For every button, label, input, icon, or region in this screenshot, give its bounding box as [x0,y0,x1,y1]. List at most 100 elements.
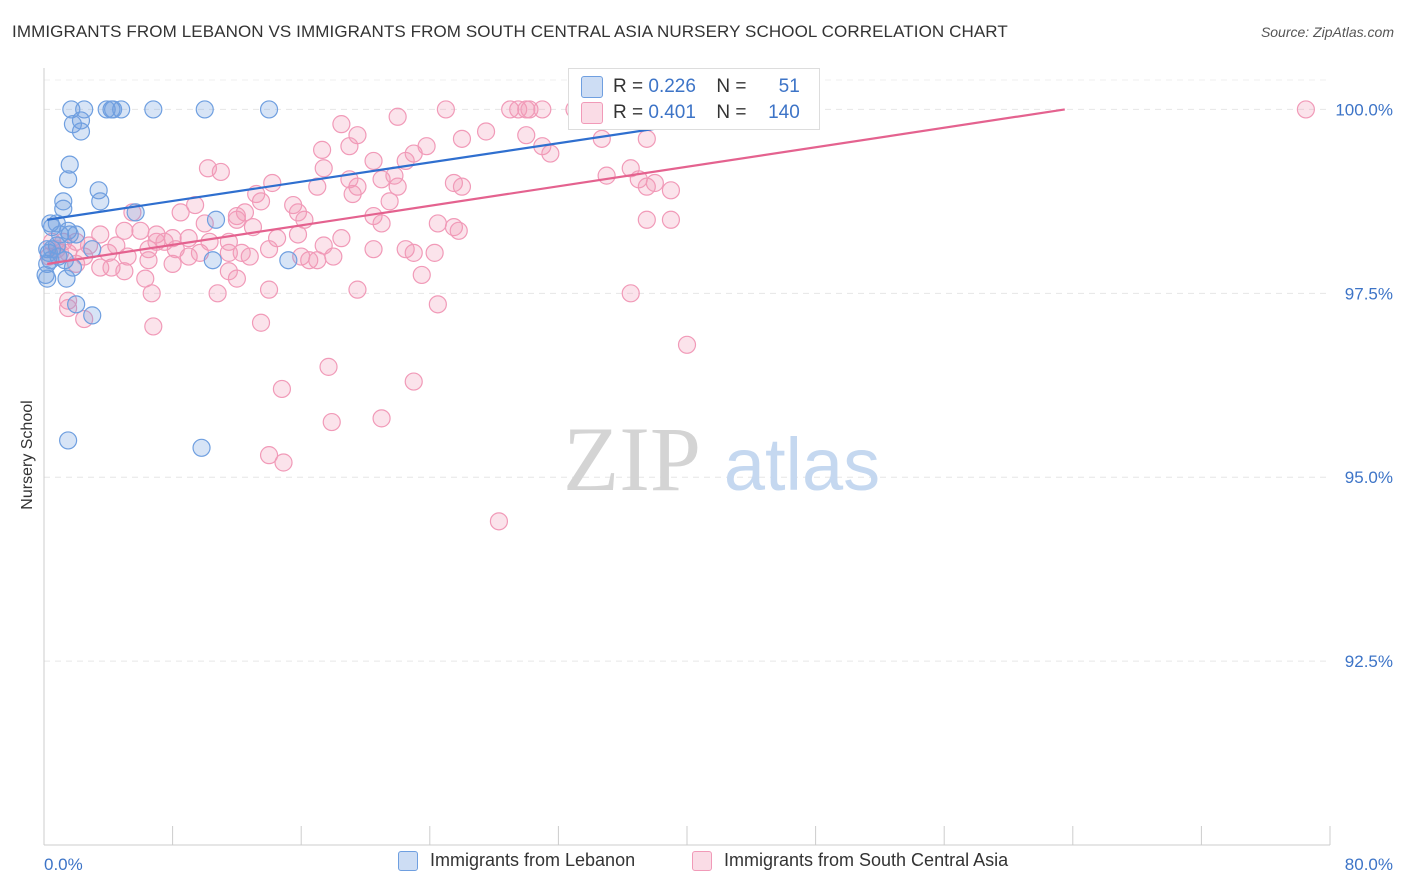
sca-point [115,221,134,240]
sca-point [621,284,640,303]
sca-point [348,280,367,299]
y-tick-label: 97.5% [1345,284,1393,303]
bottom-legend: Immigrants from Lebanon Immigrants from … [0,850,1406,880]
n-label: N = [716,76,747,97]
legend-label-sca: Immigrants from South Central Asia [724,850,1009,870]
trend-line-sca [47,108,1065,265]
lebanon-point [97,100,116,119]
correlation-legend: R = 0.226 N = 51 R = 0.401 N = 140 [568,68,820,130]
sca-point [131,221,150,240]
chart-title: IMMIGRANTS FROM LEBANON VS IMMIGRANTS FR… [12,22,1008,41]
lebanon-point [67,225,86,244]
legend-swatch-lebanon [581,76,603,98]
sca-point [263,173,282,193]
sca-point [332,115,351,134]
sca-point [637,210,656,229]
sca-point [324,247,343,266]
watermark: ZIP atlas [563,408,880,510]
sca-point [171,203,190,222]
legend-item-lebanon[interactable]: Immigrants from Lebanon [398,850,635,871]
sca-point [677,335,697,354]
sca-point [517,126,536,145]
sca-point [372,214,391,233]
source-label: Source: ZipAtlas.com [1260,24,1394,40]
lebanon-point [195,100,214,119]
lebanon-point [59,170,78,189]
legend-swatch-lebanon [398,850,418,871]
sca-point [179,247,198,266]
sca-point [139,251,158,270]
sca-point [452,129,472,148]
sca-point [404,243,423,262]
lebanon-point [57,269,76,288]
trend-lines [47,108,1065,265]
sca-point [115,262,134,281]
sca-point [288,203,308,222]
sca-point [428,214,447,233]
n-value-lebanon: 51 [778,76,800,97]
watermark-atlas: atlas [724,423,880,506]
series-lebanon [36,100,298,457]
legend-row-sca: R = 0.401 N = 140 [581,100,800,126]
sca-point [340,137,359,156]
legend-row-lebanon: R = 0.226 N = 51 [581,74,800,100]
legend-label-lebanon: Immigrants from Lebanon [430,850,636,870]
y-tick-label: 95.0% [1345,468,1393,487]
sca-point [211,162,230,182]
r-label: R = [613,76,644,97]
lebanon-point [104,100,123,119]
y-tick-label: 100.0% [1335,100,1393,119]
sca-point [661,181,681,200]
lebanon-point [279,251,298,270]
sca-point [163,254,182,273]
r-value-sca: 0.401 [648,102,696,123]
x-tick-label: 80.0% [1345,855,1393,874]
sca-point [1296,100,1315,119]
sca-point [274,453,293,472]
sca-point [259,240,279,259]
lebanon-point [91,192,110,211]
sca-point [364,240,383,259]
sca-point [91,225,110,244]
sca-point [227,210,246,229]
sca-point [436,100,455,119]
legend-swatch-sca [692,850,712,871]
sca-point [388,107,407,126]
sca-point [288,225,308,244]
sca-point [661,210,681,229]
sca-point [404,372,423,391]
sca-point [452,177,472,196]
sca-point [592,129,611,148]
lebanon-point [71,122,91,141]
sca-point [425,243,444,262]
sca-point [343,184,362,204]
lebanon-point [75,100,94,119]
lebanon-point [259,100,279,119]
lebanon-point [50,225,70,244]
n-value-sca: 140 [768,102,800,123]
y-tick-label: 92.5% [1345,652,1393,671]
sca-point [637,177,656,196]
sca-point [319,357,338,376]
lebanon-point [38,269,57,288]
r-label: R = [613,102,644,123]
sca-point [412,265,431,285]
sca-point [240,247,259,266]
axes [43,68,1331,846]
legend-item-sca[interactable]: Immigrants from South Central Asia [692,850,1008,871]
sca-point [259,280,279,299]
sca-point [489,512,509,531]
sca-point [332,229,351,248]
sca-point [144,317,163,336]
r-value-lebanon: 0.226 [648,76,696,97]
lebanon-point [144,100,163,119]
sca-point [372,409,391,428]
sca-point [314,159,333,178]
sca-point [428,295,447,314]
sca-point [208,284,227,303]
sca-point [476,122,496,141]
sca-point [597,166,616,185]
sca-point [533,100,552,119]
sca-point [227,269,246,288]
sca-point [449,221,468,240]
